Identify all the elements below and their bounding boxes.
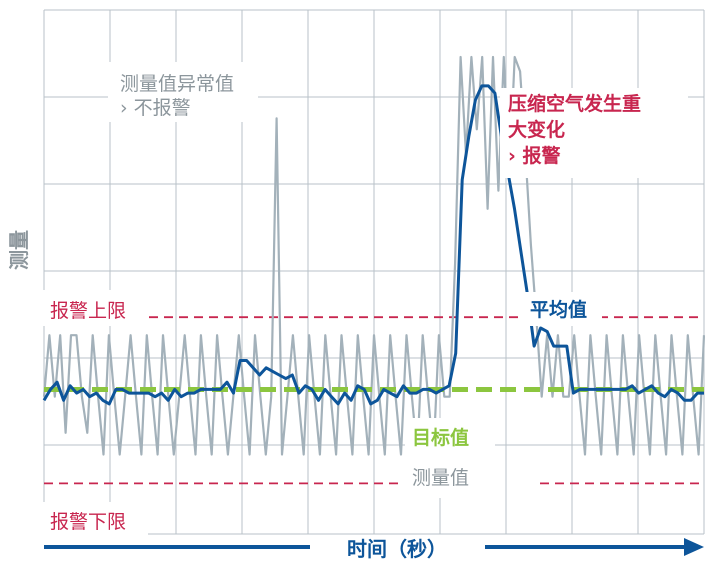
series-line-average xyxy=(42,84,704,406)
label-bg-lower xyxy=(38,502,148,538)
legend-target: 目标值 xyxy=(412,426,469,449)
series-line-measured xyxy=(42,55,705,456)
label-bg-upper xyxy=(38,290,148,326)
x-axis-label: 时间（秒） xyxy=(347,537,447,561)
legend-bg-average xyxy=(522,292,602,326)
legend-average: 平均值 xyxy=(530,298,587,321)
y-axis-label: 测量 xyxy=(7,230,31,270)
lower-limit-label: 报警下限 xyxy=(50,511,126,533)
annotation-change-line3: › 报警 xyxy=(508,144,560,167)
annotation-change-line2: 大变化 xyxy=(508,118,565,141)
legend-measured: 测量值 xyxy=(412,467,469,489)
x-axis-arrowhead xyxy=(684,538,704,556)
annotation-bg-change xyxy=(500,88,688,178)
annotation-bg-anomaly xyxy=(108,62,258,122)
annotation-anomaly-line2: › 不报警 xyxy=(120,97,191,119)
annotation-change-line1: 压缩空气发生重 xyxy=(508,92,641,115)
annotation-anomaly-line1: 测量值异常值 xyxy=(120,73,234,95)
upper-limit-label: 报警上限 xyxy=(50,300,126,322)
legend-bg-target-measured xyxy=(405,418,495,498)
